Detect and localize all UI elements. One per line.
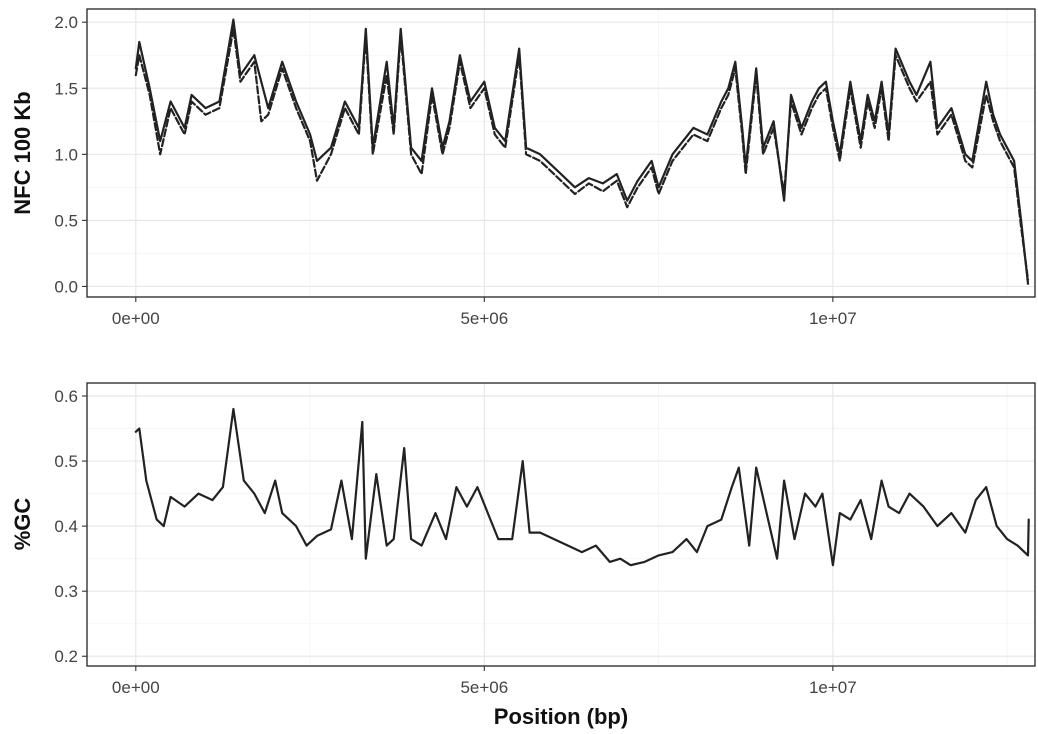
panel-border bbox=[86, 382, 1036, 667]
x-tick-label: 0e+00 bbox=[112, 309, 160, 328]
x-tick-label: 1e+07 bbox=[809, 309, 857, 328]
solid-series-line bbox=[134, 407, 1030, 567]
y-axis-title: %GC bbox=[10, 498, 35, 551]
x-tick-label: 0e+00 bbox=[112, 678, 160, 697]
y-tick-label: 0.4 bbox=[54, 517, 78, 536]
x-tick-label: 5e+06 bbox=[460, 309, 508, 328]
y-tick-label: 1.5 bbox=[54, 79, 78, 98]
y-tick-label: 0.3 bbox=[54, 582, 78, 601]
y-tick-label: 0.6 bbox=[54, 387, 78, 406]
y-tick-label: 2.0 bbox=[54, 13, 78, 32]
y-tick-label: 1.0 bbox=[54, 145, 78, 164]
y-axis-title: NFC 100 Kb bbox=[10, 91, 35, 214]
y-tick-label: 0.5 bbox=[54, 211, 78, 230]
x-tick-label: 5e+06 bbox=[460, 678, 508, 697]
nfc-panel: 0.0 0.5 1.0 1.5 2.0 0e+00 5e+06 1e+07 NFC 100 Kb bbox=[10, 8, 1036, 328]
gc-panel: 0.2 0.3 0.4 0.5 0.6 0e+00 5e+06 1e+07 %GC Positio… bbox=[10, 382, 1036, 729]
x-tick-label: 1e+07 bbox=[809, 678, 857, 697]
y-tick-label: 0.0 bbox=[54, 277, 78, 296]
y-tick-label: 0.5 bbox=[54, 452, 78, 471]
dashed-series-line bbox=[134, 27, 1030, 281]
y-tick-label: 0.2 bbox=[54, 647, 78, 666]
panel-border bbox=[86, 8, 1036, 298]
x-axis-title: Position (bp) bbox=[494, 704, 628, 729]
